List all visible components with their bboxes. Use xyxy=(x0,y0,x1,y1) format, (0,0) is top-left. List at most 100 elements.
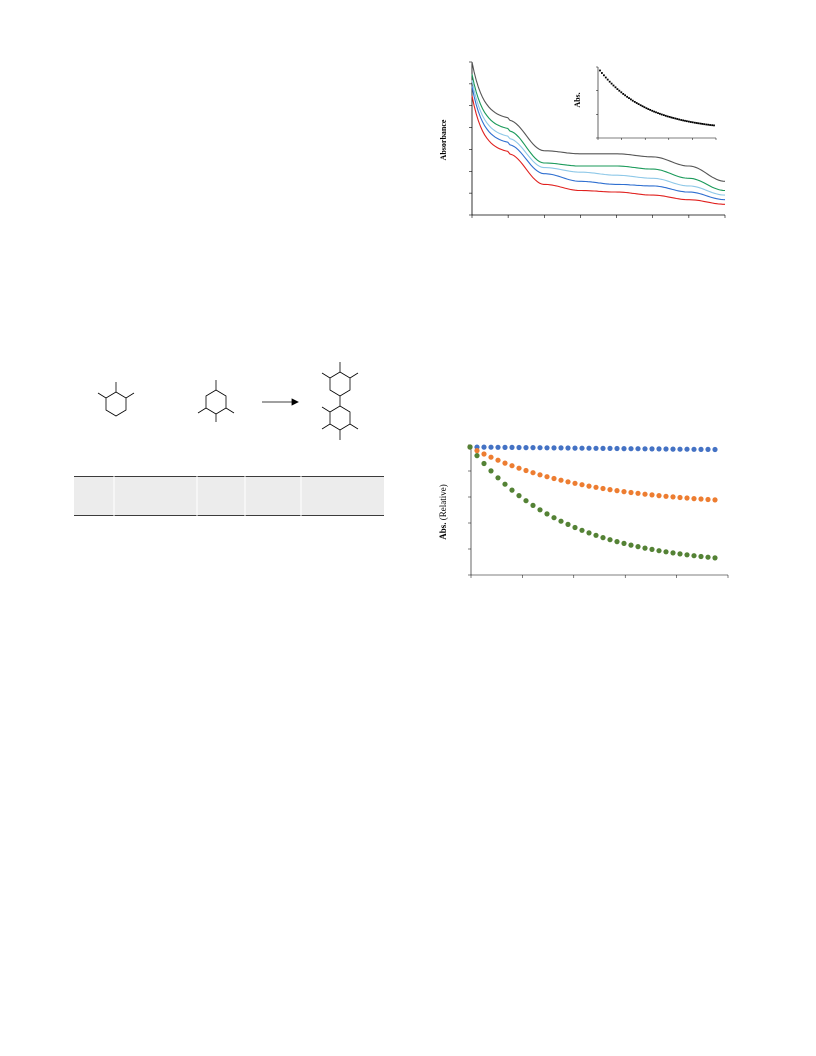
kinetics-point xyxy=(495,457,501,463)
inset-point xyxy=(674,117,677,120)
inset-point xyxy=(711,124,713,127)
kinetics-point xyxy=(523,445,529,451)
kinetics-chart: Abs. (Relative) xyxy=(438,444,729,578)
results-table xyxy=(74,476,384,516)
kinetics-point xyxy=(656,493,662,499)
reaction-arrow xyxy=(262,398,299,406)
kinetics-point xyxy=(544,474,550,480)
inset-point xyxy=(668,116,671,118)
kinetics-point xyxy=(663,446,669,452)
inset-point xyxy=(614,86,617,89)
kinetics-point xyxy=(705,496,711,503)
kinetics-point xyxy=(670,446,676,452)
kinetics-point xyxy=(516,493,522,499)
inset-ylabel: Abs. xyxy=(573,92,582,107)
kinetics-point xyxy=(600,445,606,451)
kinetics-point xyxy=(537,507,543,513)
kinetics-point xyxy=(600,535,606,541)
kinetics-point xyxy=(488,454,494,460)
spectra-series-line xyxy=(471,61,726,182)
kinetics-point xyxy=(677,494,683,501)
kinetics-point xyxy=(509,463,515,469)
kinetics-point xyxy=(586,530,592,536)
kinetics-point xyxy=(698,553,704,560)
kinetics-point xyxy=(565,445,571,451)
inset-point xyxy=(608,80,611,83)
inset-point xyxy=(691,121,694,124)
kinetics-point xyxy=(691,446,697,452)
kinetics-point xyxy=(670,550,676,556)
inset-point xyxy=(678,118,681,121)
kinetics-point xyxy=(572,480,578,486)
kinetics-point xyxy=(530,445,536,451)
kinetics-point xyxy=(579,482,585,488)
inset-point xyxy=(688,120,690,123)
kinetics-point xyxy=(635,544,641,550)
kinetics-point xyxy=(481,444,487,450)
kinetics-point xyxy=(502,460,508,466)
inset-point xyxy=(660,113,663,116)
inset-point xyxy=(707,123,710,126)
kinetics-point xyxy=(551,515,557,521)
kinetics-point xyxy=(579,445,585,451)
inset-point xyxy=(655,111,657,114)
kinetics-point xyxy=(537,445,543,451)
inset-chart xyxy=(596,66,717,140)
kinetics-point xyxy=(642,545,648,551)
inset-point xyxy=(620,91,623,94)
kinetics-point xyxy=(649,546,655,553)
kinetics-point xyxy=(628,489,634,496)
kinetics-point xyxy=(516,465,522,471)
spectra-series-line xyxy=(471,95,725,205)
kinetics-point xyxy=(635,446,641,452)
inset-point xyxy=(676,118,679,120)
kinetics-point xyxy=(467,444,473,450)
inset-point xyxy=(606,78,609,81)
chemical-scheme xyxy=(97,362,359,440)
inset-point xyxy=(699,122,702,125)
kinetics-point xyxy=(607,445,613,451)
kinetics-point xyxy=(614,445,620,452)
kinetics-point xyxy=(698,496,704,502)
kinetics-point xyxy=(712,555,718,561)
inset-point xyxy=(637,103,640,105)
molecule-xylene xyxy=(97,382,135,417)
kinetics-point xyxy=(607,537,613,543)
inset-point xyxy=(618,89,621,92)
inset-point xyxy=(639,104,642,107)
inset-point xyxy=(616,88,619,90)
molecule-mesitylene xyxy=(197,380,235,422)
inset-point xyxy=(622,93,625,95)
kinetics-point xyxy=(614,488,620,494)
kinetics-point xyxy=(593,532,599,538)
kinetics-point xyxy=(523,498,529,504)
inset-point xyxy=(641,105,644,108)
inset-point xyxy=(630,98,632,101)
kinetics-point xyxy=(614,539,620,545)
inset-point xyxy=(703,123,706,126)
kinetics-point xyxy=(474,448,480,454)
inset-point xyxy=(689,121,692,123)
kinetics-point xyxy=(537,472,543,478)
inset-point xyxy=(684,119,686,122)
kinetics-point xyxy=(677,446,683,452)
kinetics-point xyxy=(593,484,599,490)
kinetics-point xyxy=(502,444,508,450)
inset-point xyxy=(686,120,688,123)
inset-point xyxy=(713,124,715,127)
kinetics-point xyxy=(642,491,648,497)
inset-point xyxy=(603,74,605,77)
kinetics-point xyxy=(558,477,564,483)
inset-point xyxy=(697,122,700,125)
inset-point xyxy=(682,119,684,122)
inset-point xyxy=(643,106,646,109)
kinetics-point xyxy=(600,485,606,492)
spectra-series-line xyxy=(471,74,726,192)
inset-point xyxy=(635,102,638,104)
kinetics-point xyxy=(621,489,627,495)
inset-point xyxy=(657,112,659,114)
spectra-series-line xyxy=(471,80,726,196)
inset-point xyxy=(610,82,613,85)
kinetics-point xyxy=(705,554,711,560)
kinetics-point xyxy=(656,548,662,554)
